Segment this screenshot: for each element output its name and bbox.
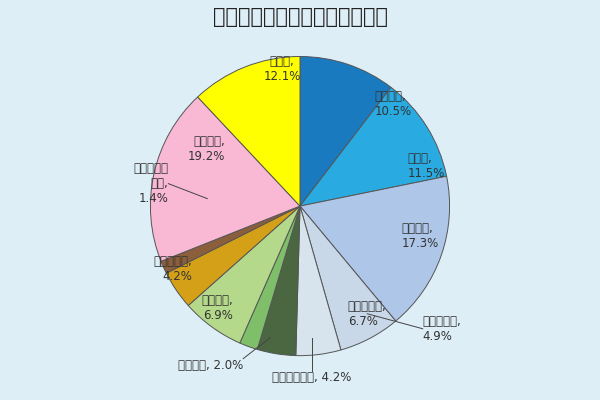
Wedge shape [166,206,300,306]
Wedge shape [197,56,300,206]
Text: 仮設工事,
19.2%: 仮設工事, 19.2% [188,135,225,163]
Text: 共用内部, 2.0%: 共用内部, 2.0% [178,359,243,372]
Wedge shape [257,206,300,356]
Text: 鉄部等塗装,
4.9%: 鉄部等塗装, 4.9% [422,315,461,343]
Text: 屋根防水,
10.5%: 屋根防水, 10.5% [375,90,412,118]
Text: 建具・金物等, 4.2%: 建具・金物等, 4.2% [272,371,352,384]
Wedge shape [300,87,446,206]
Wedge shape [300,176,449,321]
Text: その他設備,
4.2%: その他設備, 4.2% [154,255,193,283]
Text: 外構・付属
施設,
1.4%: 外構・付属 施設, 1.4% [133,162,169,205]
Wedge shape [300,56,391,206]
Text: 給水設備,
6.9%: 給水設備, 6.9% [201,294,233,322]
Title: ＜大規模修纕工事の工事内訳＞: ＜大規模修纕工事の工事内訳＞ [212,7,388,27]
Text: 外壁塗装,
17.3%: 外壁塗装, 17.3% [402,222,439,250]
Text: 外壁タイル,
6.7%: 外壁タイル, 6.7% [348,300,386,328]
Wedge shape [188,206,300,343]
Wedge shape [161,206,300,273]
Text: その他,
12.1%: その他, 12.1% [263,56,301,84]
Text: 床防水,
11.5%: 床防水, 11.5% [408,152,445,180]
Wedge shape [296,206,341,356]
Wedge shape [240,206,300,350]
Wedge shape [300,206,396,350]
Wedge shape [151,97,300,261]
